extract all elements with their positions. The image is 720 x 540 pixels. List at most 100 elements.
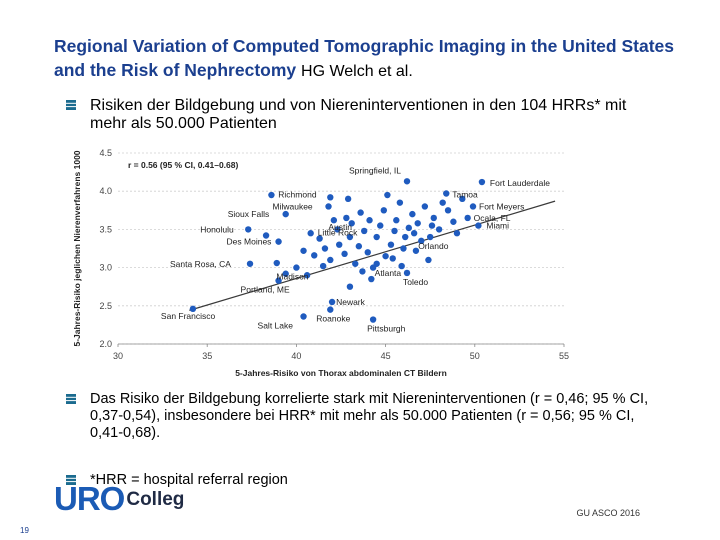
data-point <box>343 214 350 222</box>
logo-uro: URO <box>54 480 125 517</box>
data-point <box>444 207 452 214</box>
point-label: Honolulu <box>200 224 234 234</box>
data-point <box>352 260 359 267</box>
data-point <box>303 272 311 279</box>
data-point <box>360 227 368 235</box>
data-point <box>427 233 434 241</box>
data-point <box>344 195 352 203</box>
data-point <box>275 238 282 245</box>
bullet-1-text: Risiken der Bildgebung und von Nierenint… <box>90 97 627 132</box>
data-point <box>293 264 300 271</box>
slide-title-text: Regional Variation of Computed Tomograph… <box>54 36 674 80</box>
data-point <box>245 226 252 233</box>
point-label: Toledo <box>403 277 428 287</box>
uro-college-logo: URO Colleg <box>54 482 184 516</box>
data-point <box>393 217 400 224</box>
data-point <box>435 226 443 233</box>
data-point <box>327 256 334 264</box>
data-point <box>400 245 407 252</box>
point-label: Pittsburgh <box>367 324 406 334</box>
data-point <box>475 222 482 229</box>
bullet-3-text: *HRR = hospital referral region <box>90 472 288 488</box>
data-point <box>316 235 323 242</box>
data-point <box>421 203 429 210</box>
footer-source: GU ASCO 2016 <box>576 508 640 518</box>
data-point <box>368 275 375 283</box>
point-label: Little Rock <box>318 227 358 237</box>
point-label: Newark <box>336 297 366 307</box>
data-point <box>450 218 457 225</box>
data-point <box>341 250 348 258</box>
data-point <box>246 260 254 267</box>
x-tick-label: 35 <box>202 351 212 361</box>
point-label: Orlando <box>418 241 449 251</box>
y-tick-label: 3.5 <box>99 224 112 234</box>
data-point <box>403 178 411 185</box>
data-point <box>428 222 436 229</box>
point-label: Austin <box>328 222 352 232</box>
data-point <box>410 230 418 237</box>
data-point <box>402 233 409 241</box>
y-tick-label: 4.0 <box>99 186 112 196</box>
bullet-2-text: Das Risiko der Bildgebung korrelierte st… <box>90 391 649 441</box>
data-point <box>359 268 366 275</box>
data-point <box>430 214 437 222</box>
data-point <box>469 203 477 210</box>
data-point <box>307 230 314 237</box>
data-point <box>403 269 411 277</box>
trend-line <box>189 200 556 311</box>
data-point <box>330 217 338 224</box>
data-point <box>369 316 377 323</box>
data-point <box>464 214 471 222</box>
point-label: Atlanta <box>375 268 402 278</box>
bullet-square-icon <box>66 394 76 404</box>
point-label: Sioux Falls <box>228 209 270 219</box>
y-axis-label: 5-Jahres-Risiko jeglichen Nierenverfahre… <box>72 150 82 346</box>
y-tick-label: 4.5 <box>99 148 112 158</box>
point-label: Ocala, FL <box>474 213 511 223</box>
data-point <box>396 199 404 206</box>
data-point <box>459 195 466 203</box>
data-point <box>282 210 289 218</box>
data-point <box>418 237 425 245</box>
data-point <box>412 247 420 254</box>
x-axis-label: 5-Jahres-Risiko von Thorax abdominalen C… <box>235 368 447 378</box>
data-point <box>409 210 416 218</box>
point-label: Fort Meyers <box>479 201 524 211</box>
data-point <box>300 313 307 320</box>
point-label: Madison <box>276 272 308 282</box>
point-label: Fort Lauderdale <box>490 178 550 188</box>
point-label: Santa Rosa, CA <box>170 259 231 269</box>
data-point <box>366 217 373 224</box>
data-point <box>391 227 398 235</box>
slide-title: Regional Variation of Computed Tomograph… <box>54 34 694 84</box>
data-point <box>348 220 355 227</box>
point-label: Roanoke <box>316 314 350 324</box>
point-label: Miami <box>486 221 509 231</box>
data-point <box>357 209 364 216</box>
data-point <box>300 247 307 254</box>
data-point <box>384 191 391 199</box>
data-point <box>380 207 388 214</box>
point-label: Portland, ME <box>241 285 290 295</box>
data-point <box>327 306 334 313</box>
data-point <box>387 241 395 248</box>
bullet-2: Das Risiko der Bildgebung korrelierte st… <box>66 391 656 442</box>
data-point <box>382 252 389 260</box>
data-point <box>377 222 384 229</box>
data-point <box>328 298 336 306</box>
data-point <box>311 252 318 259</box>
data-point <box>453 230 461 237</box>
x-tick-label: 30 <box>113 351 123 361</box>
data-point <box>334 226 341 233</box>
data-point <box>319 262 327 270</box>
point-label: Milwaukee <box>273 201 313 211</box>
data-point <box>389 255 396 262</box>
data-point <box>336 241 343 248</box>
logo-college: Colleg <box>126 489 185 510</box>
correlation-annotation: r = 0.56 (95 % CI, 0.41–0.68) <box>128 160 239 170</box>
point-label: Richmond <box>278 189 317 199</box>
slide-author: HG Welch et al. <box>301 63 413 80</box>
scatter-chart: 2.0 2.5 3.0 3.5 4.0 4.5 30 35 40 45 50 55 5-Jahres-R… <box>72 148 569 378</box>
x-tick-label: 40 <box>291 351 301 361</box>
